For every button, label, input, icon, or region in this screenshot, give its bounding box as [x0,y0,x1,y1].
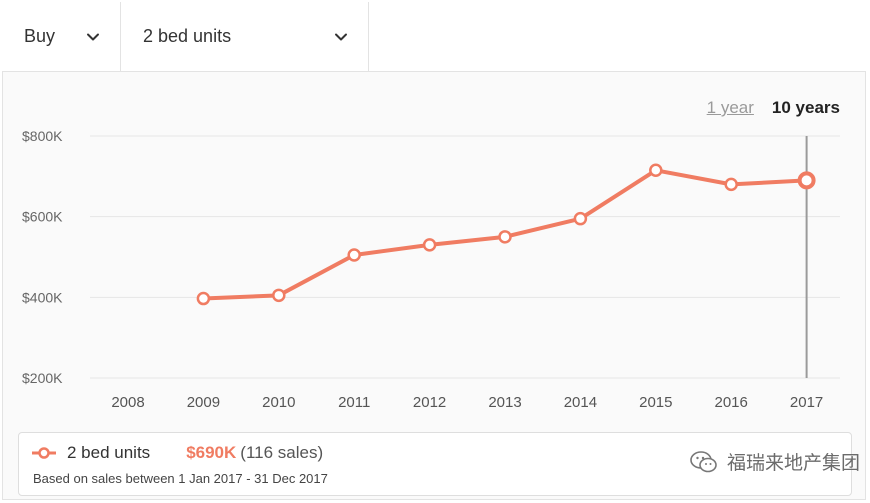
chevron-down-icon [87,33,99,40]
data-point [422,238,437,252]
range-10-years[interactable]: 10 years [771,98,840,117]
data-point [573,211,588,226]
legend-series-name: 2 bed units [67,443,151,462]
data-point [272,288,286,303]
y-tick-label: $200K [22,370,63,386]
data-point [347,248,361,262]
x-tick-label: 2017 [790,394,823,411]
filter-bar: Buy 2 bed units [2,2,866,72]
time-range-toggle: 1 year 10 years [707,98,840,118]
x-tick-label: 2011 [338,394,370,411]
data-point [724,177,738,192]
price-line-chart: $200K $400K $600K $800K 2008 2009 2010 2011 2012… [22,128,840,411]
wechat-icon [690,450,717,472]
x-tick-label: 2013 [488,394,521,411]
buy-dropdown-label: Buy [24,26,56,46]
x-tick-label: 2009 [187,394,220,411]
data-point [196,291,211,306]
y-tick-label: $800K [22,128,63,144]
watermark-text: 福瑞来地产集团 [726,453,860,474]
legend-price-value: $690K [186,443,237,462]
watermark: 福瑞来地产集团 [689,448,860,475]
data-point [797,171,816,190]
property-type-dropdown[interactable]: 2 bed units [121,2,369,71]
x-tick-label: 2014 [564,394,597,411]
legend-sales-count: (116 sales) [240,443,324,462]
range-1-year[interactable]: 1 year [706,98,754,117]
x-tick-label: 2008 [111,394,144,411]
x-tick-label: 2015 [639,394,672,411]
series-swatch-icon [32,447,56,459]
chevron-down-icon [335,33,347,40]
data-point [498,230,512,244]
data-point [649,163,663,178]
y-tick-label: $400K [22,289,63,305]
x-tick-label: 2016 [715,394,748,411]
x-tick-label: 2010 [262,394,295,411]
property-type-label: 2 bed units [143,26,232,46]
legend-date-note: Based on sales between 1 Jan 2017 - 31 D… [33,471,328,486]
buy-dropdown[interactable]: Buy [2,2,121,71]
x-tick-label: 2012 [413,394,446,411]
y-tick-label: $600K [22,209,63,225]
